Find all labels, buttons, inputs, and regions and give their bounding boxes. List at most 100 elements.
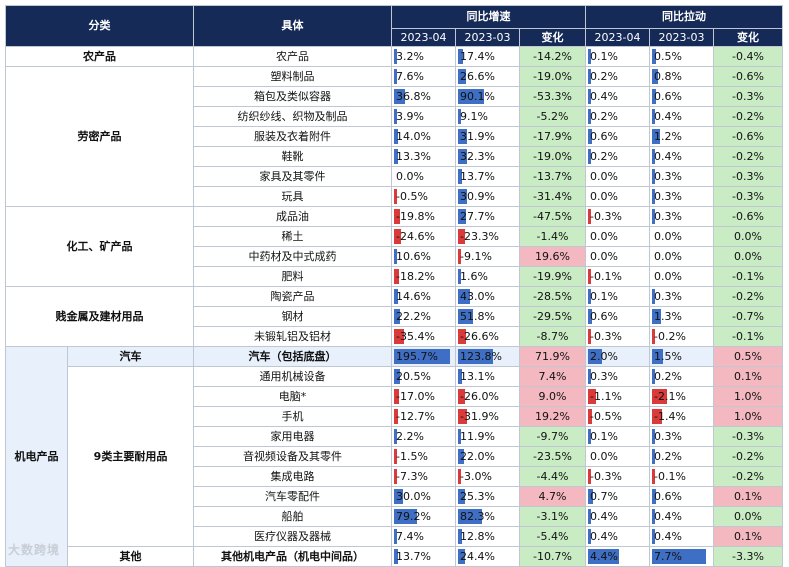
- value-text-p1: 0.6%: [590, 309, 618, 323]
- value-cell-p2: 0.2%: [649, 446, 714, 467]
- value-cell-g1: -17.0%: [391, 386, 456, 407]
- value-text-g1: -12.7%: [396, 409, 435, 423]
- change-cell-pc: -0.4%: [713, 46, 783, 67]
- value-text-p1: 0.0%: [590, 229, 618, 243]
- value-text-g2: 9.1%: [460, 109, 488, 123]
- bar-p2: [652, 529, 655, 544]
- bar-g1: [394, 229, 401, 244]
- bar-p2: [652, 389, 667, 404]
- value-cell-g2: 123.8%: [455, 346, 520, 367]
- bar-p2: [652, 509, 655, 524]
- item-cell: 家具及其零件: [193, 166, 392, 187]
- table-row: 中药材及中式成药 10.6% -9.1% 19.6% 0.0% 0.0% 0.0%: [6, 246, 783, 267]
- bar-p2: [652, 189, 655, 204]
- value-cell-p1: 0.0%: [585, 446, 650, 467]
- value-cell-g1: 13.7%: [391, 546, 456, 567]
- change-cell-pc: -0.1%: [713, 266, 783, 287]
- value-text-p1: -0.1%: [590, 269, 622, 283]
- item-cell: 通用机械设备: [193, 366, 392, 387]
- table-row: 服装及衣着附件 14.0% 31.9% -17.9% 0.6% 1.2% -0.6%: [6, 126, 783, 147]
- change-cell-pc: 1.0%: [713, 386, 783, 407]
- value-cell-p1: -0.5%: [585, 406, 650, 427]
- item-cell: 船舶: [193, 506, 392, 527]
- value-text-p2: 0.4%: [654, 509, 682, 523]
- bar-g2: [458, 189, 467, 204]
- value-text-p2: 0.4%: [654, 149, 682, 163]
- category-cell: 机电产品: [5, 346, 68, 567]
- bar-g2: [458, 49, 463, 64]
- change-cell-gc: -8.7%: [519, 326, 586, 347]
- value-text-g1: 14.0%: [396, 129, 431, 143]
- table-body: 农产品 农产品 3.2% 17.4% -14.2% 0.1% 0.5% -0.4% 劳密产品 塑料…: [5, 46, 783, 567]
- table-row: 船舶 79.2% 82.3% -3.1% 0.4% 0.4% 0.0%: [6, 506, 783, 527]
- value-text-p1: 0.1%: [590, 289, 618, 303]
- bar-g2: [458, 449, 464, 464]
- value-cell-p1: -0.3%: [585, 326, 650, 347]
- value-cell-g1: 20.5%: [391, 366, 456, 387]
- value-text-g1: 7.6%: [396, 69, 424, 83]
- value-cell-p2: -1.4%: [649, 406, 714, 427]
- bar-g2: [458, 69, 466, 84]
- value-text-p2: 0.3%: [654, 169, 682, 183]
- bar-p2: [652, 129, 660, 144]
- bar-g1: [394, 469, 397, 484]
- value-text-g1: 20.5%: [396, 369, 431, 383]
- item-cell: 稀土: [193, 226, 392, 247]
- bar-p2: [652, 169, 655, 184]
- value-cell-p2: 0.3%: [649, 186, 714, 207]
- trade-data-table: 分类 具体 同比增速 同比拉动 2023-04 2023-03 变化 2023-…: [5, 5, 783, 567]
- change-cell-gc: -1.4%: [519, 226, 586, 247]
- value-cell-g2: 1.6%: [455, 266, 520, 287]
- bar-p2: [652, 369, 655, 384]
- bar-p2: [652, 349, 663, 364]
- change-cell-pc: -0.3%: [713, 426, 783, 447]
- value-text-p1: 4.4%: [590, 549, 618, 563]
- value-text-p1: 0.6%: [590, 129, 618, 143]
- value-text-p1: -0.3%: [590, 469, 622, 483]
- value-text-g2: 24.4%: [460, 549, 495, 563]
- value-text-g2: -3.0%: [460, 469, 492, 483]
- value-text-p1: 0.2%: [590, 69, 618, 83]
- value-cell-g2: -23.3%: [455, 226, 520, 247]
- value-cell-g1: -1.5%: [391, 446, 456, 467]
- bar-g1: [394, 129, 398, 144]
- value-text-g2: 123.8%: [460, 349, 502, 363]
- header-growth-period-1: 2023-04: [391, 28, 456, 47]
- bar-g1: [394, 369, 400, 384]
- bar-g1: [394, 269, 399, 284]
- item-cell: 服装及衣着附件: [193, 126, 392, 147]
- bar-g1: [394, 309, 400, 324]
- item-cell: 其他机电产品（机电中间品）: [193, 546, 392, 567]
- value-cell-p2: 0.2%: [649, 366, 714, 387]
- value-cell-p1: -0.3%: [585, 206, 650, 227]
- value-text-g2: 43.0%: [460, 289, 495, 303]
- value-cell-p2: -0.2%: [649, 326, 714, 347]
- change-cell-pc: -0.7%: [713, 306, 783, 327]
- change-cell-pc: 0.5%: [713, 346, 783, 367]
- value-text-g2: 90.1%: [460, 89, 495, 103]
- bar-g2: [458, 489, 465, 504]
- value-cell-g2: 32.3%: [455, 146, 520, 167]
- value-cell-p2: -2.1%: [649, 386, 714, 407]
- subcategory-cell: 9类主要耐用品: [67, 366, 194, 547]
- table-row: 汽车零配件 30.0% 25.3% 4.7% 0.7% 0.6% 0.1%: [6, 486, 783, 507]
- value-cell-g1: -0.5%: [391, 186, 456, 207]
- value-cell-g1: 0.0%: [391, 166, 456, 187]
- bar-g2: [458, 469, 461, 484]
- bar-p1: [588, 89, 591, 104]
- value-text-g1: 22.2%: [396, 309, 431, 323]
- value-cell-g2: 27.7%: [455, 206, 520, 227]
- value-cell-g2: 51.8%: [455, 306, 520, 327]
- value-text-p2: 0.3%: [654, 289, 682, 303]
- item-cell: 汽车零配件: [193, 486, 392, 507]
- change-cell-gc: -19.0%: [519, 146, 586, 167]
- change-cell-pc: -3.3%: [713, 546, 783, 567]
- value-text-g1: -35.4%: [396, 329, 435, 343]
- value-text-p1: 0.0%: [590, 449, 618, 463]
- change-cell-gc: -5.4%: [519, 526, 586, 547]
- change-cell-pc: 0.0%: [713, 246, 783, 267]
- value-text-p2: 0.4%: [654, 529, 682, 543]
- value-cell-p1: 0.7%: [585, 486, 650, 507]
- value-text-p2: 1.2%: [654, 129, 682, 143]
- value-cell-g1: 30.0%: [391, 486, 456, 507]
